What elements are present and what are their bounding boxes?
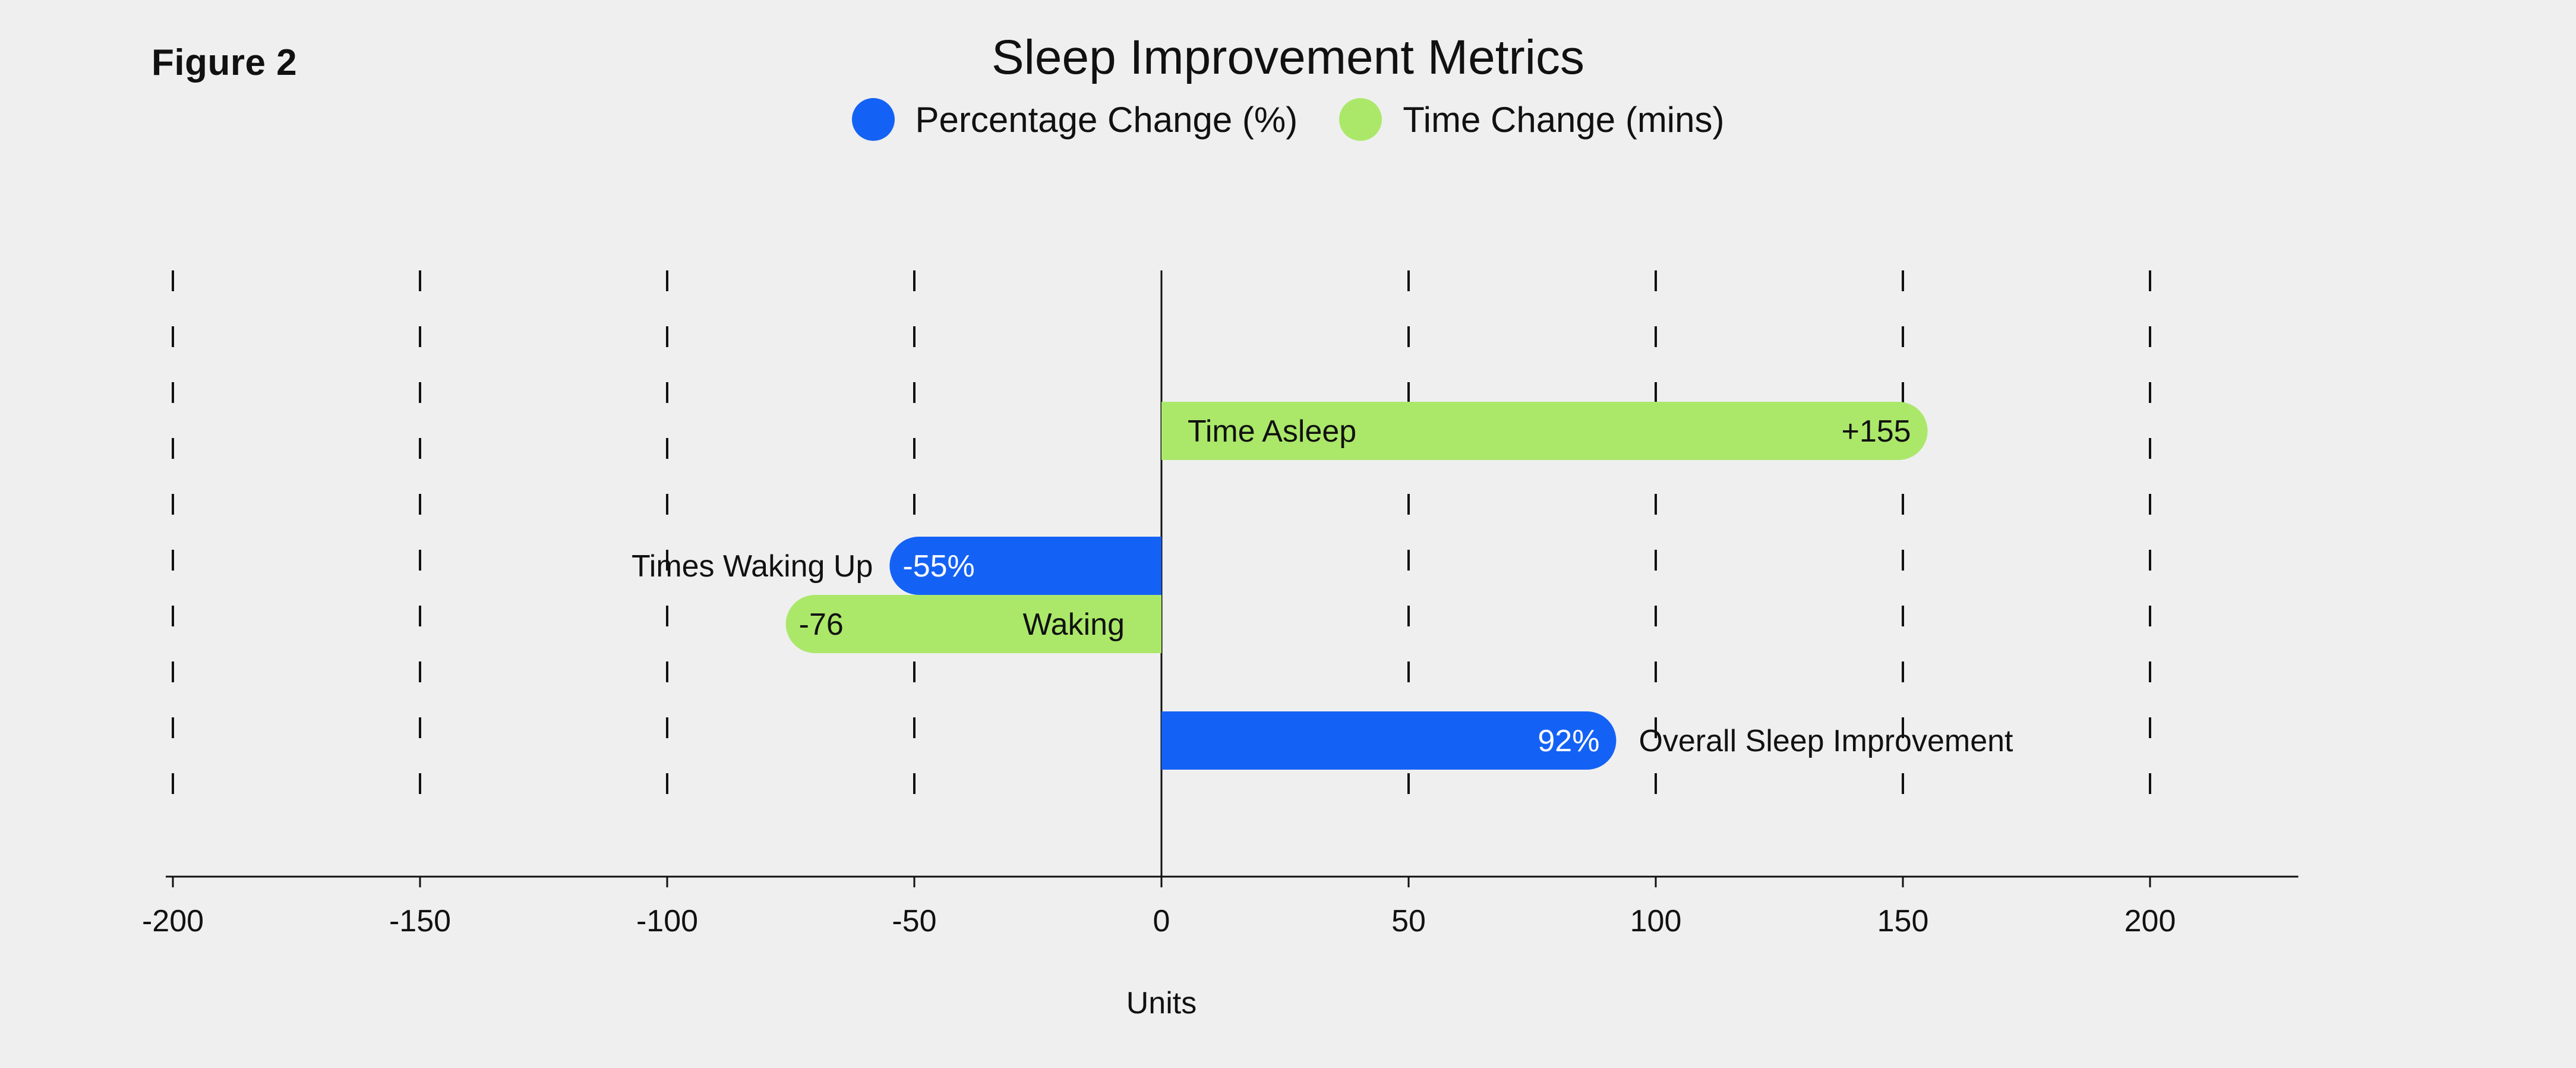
legend-label-time: Time Change (mins) bbox=[1403, 99, 1725, 140]
bar-times-waking-up bbox=[889, 537, 1161, 595]
legend-swatch-percentage bbox=[851, 98, 895, 141]
bar-category-label: Time Asleep bbox=[1188, 414, 1356, 449]
bar-value-label: +155 bbox=[1841, 414, 1911, 449]
x-tick-label: 200 bbox=[2124, 904, 2176, 938]
legend-item-time-change: Time Change (mins) bbox=[1339, 98, 1724, 141]
bar-category-label: Waking bbox=[1023, 607, 1125, 642]
legend-swatch-time bbox=[1339, 98, 1382, 141]
x-tick-label: 150 bbox=[1877, 904, 1929, 938]
bar-category-label: Times Waking Up bbox=[632, 549, 873, 584]
bar-time-asleep bbox=[1161, 402, 1928, 460]
x-tick-label: -100 bbox=[636, 904, 698, 938]
x-tick-label: 100 bbox=[1630, 904, 1682, 938]
bar-value-label: -55% bbox=[902, 549, 974, 584]
x-tick-label: -150 bbox=[389, 904, 451, 938]
x-axis-label: Units bbox=[1126, 986, 1197, 1020]
legend-item-percentage-change: Percentage Change (%) bbox=[851, 98, 1298, 141]
bar-value-label: -76 bbox=[799, 607, 844, 642]
legend: Percentage Change (%) Time Change (mins) bbox=[0, 98, 2576, 141]
x-tick-label: -200 bbox=[142, 904, 204, 938]
x-tick-label: 50 bbox=[1391, 904, 1426, 938]
x-tick-label: -50 bbox=[892, 904, 936, 938]
x-tick-label: 0 bbox=[1153, 904, 1170, 938]
bar-category-label: Overall Sleep Improvement bbox=[1639, 724, 2013, 758]
chart-title: Sleep Improvement Metrics bbox=[991, 30, 1584, 84]
bar-overall-sleep-improvement bbox=[1161, 711, 1617, 770]
figure-label: Figure 2 bbox=[151, 42, 298, 83]
legend-label-percentage: Percentage Change (%) bbox=[915, 99, 1298, 140]
bar-value-label: 92% bbox=[1538, 724, 1599, 758]
bar-waking bbox=[785, 595, 1161, 653]
